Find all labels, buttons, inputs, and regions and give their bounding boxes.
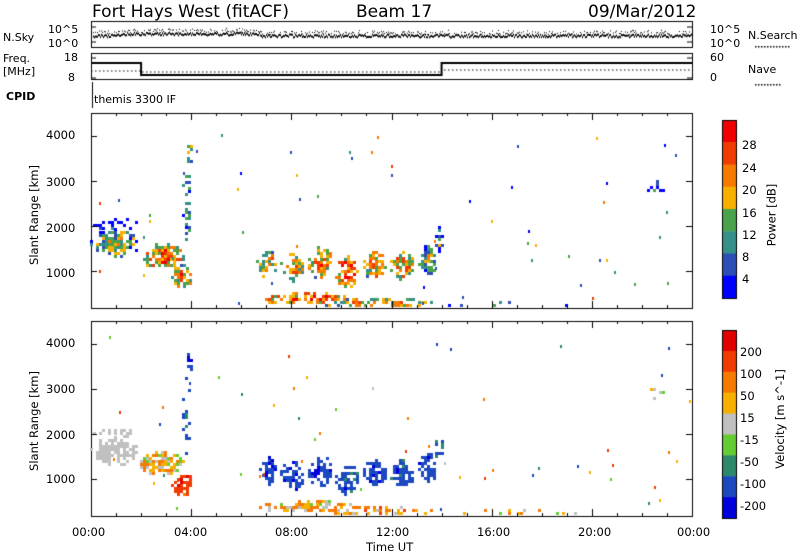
time-axis-label: Time UT: [366, 540, 414, 554]
power-cbar-20: 20: [742, 183, 757, 197]
vel-ytick-4000: 4000: [46, 336, 76, 350]
nave-tick-bottom: 0: [710, 71, 717, 84]
power-ylabel: Slant Range [km]: [26, 165, 41, 265]
xtick-20: 20:00: [578, 525, 612, 539]
power-cbar-label: Power [dB]: [764, 183, 779, 247]
freq-tick-bottom: 8: [68, 71, 75, 84]
vel-ytick-3000: 3000: [46, 382, 76, 396]
vel-cbar-m50: -50: [740, 455, 759, 469]
date-title: 09/Mar/2012: [588, 2, 697, 22]
xtick-12: 12:00: [376, 525, 410, 539]
nsky-label: N.Sky: [3, 31, 35, 44]
xtick-4: 04:00: [174, 525, 208, 539]
nsearch-label: N.Search: [748, 29, 798, 42]
freq-label: Freq.: [3, 52, 31, 65]
vel-ytick-1000: 1000: [46, 472, 76, 486]
vel-ylabel: Slant Range [km]: [26, 371, 41, 471]
power-cbar-4: 4: [742, 272, 750, 286]
beam-title: Beam 17: [356, 2, 433, 22]
nsearch-tick-top: 10^5: [710, 23, 741, 36]
nsearch-tick-bottom: 10^0: [710, 37, 741, 50]
vel-cbar-200: 200: [740, 345, 762, 359]
vel-cbar-15: 15: [740, 411, 755, 425]
power-cbar-28: 28: [742, 138, 757, 152]
nsky-tick-top: 10^5: [48, 23, 79, 36]
power-cbar-12: 12: [742, 228, 757, 242]
vel-ytick-2000: 2000: [46, 428, 76, 442]
xtick-8: 08:00: [275, 525, 309, 539]
xtick-0: 00:00: [72, 525, 106, 539]
radar-title: Fort Hays West (fitACF): [92, 2, 289, 22]
power-ytick-3000: 3000: [46, 175, 76, 189]
xtick-16: 16:00: [477, 525, 511, 539]
cpid-label: CPID: [6, 90, 36, 103]
nave-label: Nave: [748, 63, 777, 76]
cpid-value: themis 3300 IF: [94, 93, 177, 106]
nsky-tick-bottom: 10^0: [48, 37, 79, 50]
vel-cbar-m100: -100: [740, 477, 767, 491]
power-cbar-24: 24: [742, 161, 757, 175]
vel-cbar-label: Velocity [m s^-1]: [772, 369, 787, 469]
vel-cbar-100: 100: [740, 367, 762, 381]
power-ytick-4000: 4000: [46, 128, 76, 142]
vel-cbar-m200: -200: [740, 499, 767, 513]
vel-cbar-50: 50: [740, 389, 755, 403]
power-ytick-2000: 2000: [46, 221, 76, 235]
vel-cbar-m15: -15: [740, 433, 759, 447]
nave-tick-top: 60: [710, 51, 724, 64]
freq-unit: [MHz]: [3, 65, 36, 78]
power-cbar-8: 8: [742, 250, 750, 264]
xtick-24: 00:00: [677, 525, 711, 539]
freq-tick-top: 18: [64, 51, 78, 64]
power-cbar-16: 16: [742, 206, 757, 220]
power-ytick-1000: 1000: [46, 266, 76, 280]
